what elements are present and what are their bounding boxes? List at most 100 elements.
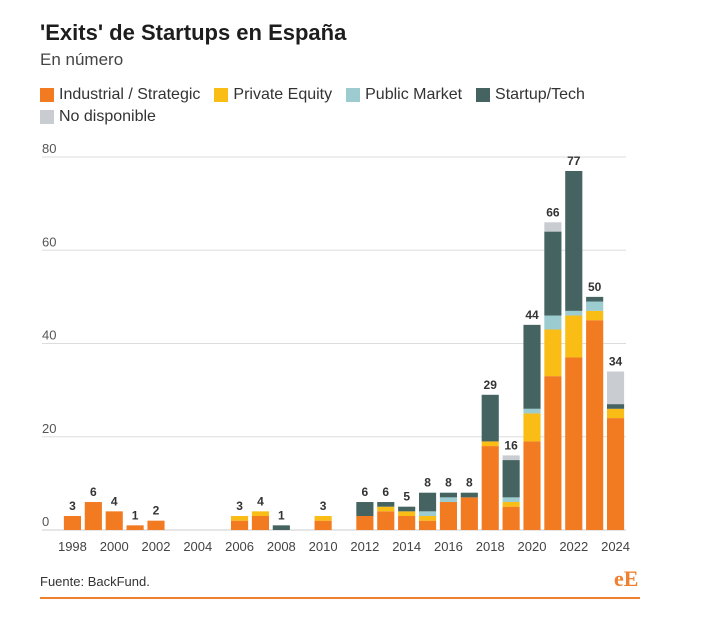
source-note: Fuente: BackFund. xyxy=(40,574,150,589)
total-label: 1 xyxy=(132,508,139,522)
bar-segment xyxy=(377,506,395,512)
bar-segment xyxy=(251,511,270,517)
x-tick-label: 1998 xyxy=(58,539,87,554)
footer-rule xyxy=(40,597,640,599)
y-tick-label: 40 xyxy=(42,328,56,343)
total-label: 66 xyxy=(546,205,560,219)
bar-segment xyxy=(502,497,520,503)
total-label: 2 xyxy=(153,504,160,518)
bar-segment xyxy=(356,502,374,517)
legend-swatch-industrial xyxy=(40,88,54,102)
bar-segment xyxy=(586,296,604,302)
bar-segment xyxy=(481,441,499,447)
bar-segment xyxy=(439,497,458,503)
total-label: 6 xyxy=(382,485,389,499)
bar-segment xyxy=(502,502,520,507)
total-label: 1 xyxy=(278,508,285,522)
bar-segment xyxy=(586,320,604,530)
total-label: 3 xyxy=(320,499,327,513)
total-label: 44 xyxy=(525,308,539,322)
bar-segment xyxy=(523,441,541,530)
total-label: 6 xyxy=(362,485,369,499)
bar-segment xyxy=(230,520,249,530)
total-label: 4 xyxy=(257,494,264,508)
bar-segment xyxy=(523,324,541,409)
bar-segment xyxy=(523,413,541,442)
x-tick-label: 2020 xyxy=(518,539,547,554)
legend-item-no-disponible: No disponible xyxy=(40,108,156,126)
bar-segment xyxy=(314,520,332,530)
bar-segment xyxy=(377,502,395,507)
bar-segment xyxy=(606,418,625,530)
total-label: 3 xyxy=(69,499,76,513)
x-tick-label: 2008 xyxy=(267,539,296,554)
x-tick-label: 2022 xyxy=(559,539,588,554)
legend-label-startup-tech: Startup/Tech xyxy=(495,86,585,103)
x-tick-label: 2016 xyxy=(434,539,463,554)
bar-segment xyxy=(544,315,562,330)
bar-segment xyxy=(126,525,144,530)
x-tick-label: 2006 xyxy=(225,539,254,554)
total-label: 34 xyxy=(609,354,623,368)
legend-item-startup-tech: Startup/Tech xyxy=(476,86,585,104)
bar-segment xyxy=(460,497,478,530)
total-label: 6 xyxy=(90,485,97,499)
bar-segment xyxy=(418,492,437,512)
bar-segment xyxy=(314,516,332,521)
chart-subtitle: En número xyxy=(40,50,124,69)
legend-item-industrial: Industrial / Strategic xyxy=(40,86,200,104)
x-tick-label: 2004 xyxy=(183,539,212,554)
bar-segment xyxy=(565,170,583,311)
x-axis-ticks: 1998 2000 2002 2004 2006 2008 2010 2012 2014 2016… xyxy=(58,539,630,554)
total-label: 5 xyxy=(403,490,410,504)
legend-swatch-no-disponible xyxy=(40,110,54,124)
total-label: 8 xyxy=(466,476,473,490)
bar-segment xyxy=(565,310,583,316)
total-label: 50 xyxy=(588,280,602,294)
bar-segment xyxy=(377,511,395,530)
bar-segment xyxy=(544,222,562,232)
bar-segment xyxy=(230,516,249,521)
legend: Industrial / Strategic Private Equity Pu… xyxy=(40,86,660,126)
bar-segment xyxy=(147,520,165,530)
bar-segment xyxy=(502,460,520,498)
y-tick-label: 0 xyxy=(42,514,49,529)
x-tick-label: 2024 xyxy=(601,539,630,554)
x-tick-label: 2000 xyxy=(100,539,129,554)
bar-segment xyxy=(418,511,437,517)
bar-segment xyxy=(272,525,290,530)
total-label: 77 xyxy=(567,154,581,168)
legend-label-industrial: Industrial / Strategic xyxy=(59,86,201,103)
bar-segment xyxy=(481,394,499,442)
bar-segment xyxy=(606,404,625,409)
bar-segment xyxy=(565,357,583,530)
legend-swatch-startup-tech xyxy=(476,88,491,102)
x-tick-label: 2012 xyxy=(350,539,379,554)
bar-segment xyxy=(418,516,437,521)
legend-item-private-equity: Private Equity xyxy=(214,86,332,104)
bar-segment xyxy=(481,446,499,530)
bar-segment xyxy=(356,516,374,530)
y-tick-label: 60 xyxy=(42,234,56,249)
bar-segment xyxy=(523,408,541,414)
bar-segment xyxy=(398,506,416,512)
bar-segment xyxy=(63,516,82,530)
legend-label-private-equity: Private Equity xyxy=(233,86,333,103)
x-tick-label: 2002 xyxy=(142,539,171,554)
bar-segment xyxy=(544,376,562,530)
chart-title: 'Exits' de Startups en España xyxy=(40,20,347,45)
total-label: 16 xyxy=(504,438,518,452)
bar-segment xyxy=(586,301,604,311)
bar-segment xyxy=(606,408,625,419)
bar-segment xyxy=(439,502,458,530)
bar-segment xyxy=(398,511,416,517)
bar-segment xyxy=(544,329,562,377)
bar-segment xyxy=(586,310,604,321)
bar-segment xyxy=(418,520,437,530)
legend-label-public-market: Public Market xyxy=(365,86,463,103)
legend-label-no-disponible: No disponible xyxy=(59,108,156,125)
bar-segment xyxy=(460,492,478,498)
bar-segment xyxy=(565,315,583,358)
